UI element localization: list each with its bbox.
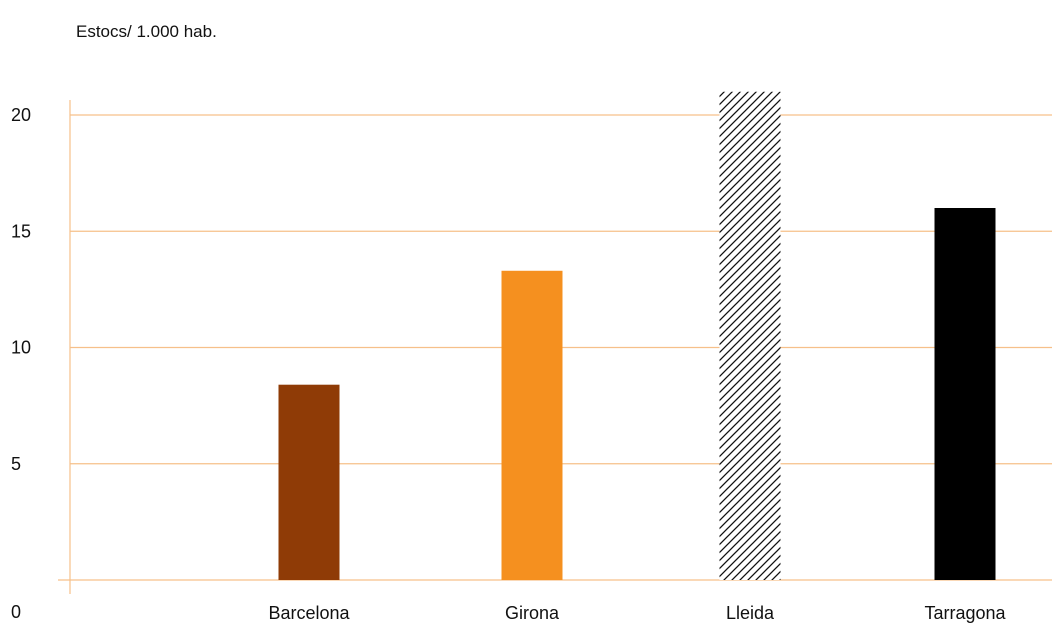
y-tick-label-5: 5 [11,454,21,474]
category-label-layer: Barcelona Girona Lleida Tarragona [268,603,1006,623]
bar-lleida [719,91,781,580]
bar-girona [501,270,563,580]
tick-layer: 0 5 10 15 20 [11,105,31,622]
x-tick-label-tarragona: Tarragona [924,603,1006,623]
y-tick-label-20: 20 [11,105,31,125]
y-axis-label: Estocs/ 1.000 hab. [76,22,217,41]
y-tick-label-10: 10 [11,338,31,358]
x-tick-label-girona: Girona [505,603,560,623]
x-tick-label-lleida: Lleida [726,603,775,623]
bar-tarragona [934,208,996,580]
bar-barcelona [278,384,340,580]
bar-layer [278,91,996,580]
y-tick-label-15: 15 [11,221,31,241]
x-tick-label-barcelona: Barcelona [268,603,350,623]
y-tick-label-0: 0 [11,602,21,622]
